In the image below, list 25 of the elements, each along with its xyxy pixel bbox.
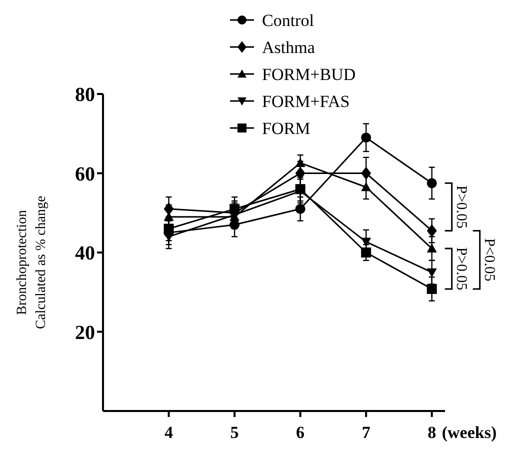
y-tick-label: 80	[75, 84, 95, 106]
x-tick-label: 8	[428, 423, 436, 442]
x-tick-label: 7	[362, 423, 371, 442]
legend-label: FORM+BUD	[262, 64, 356, 84]
point	[295, 184, 306, 194]
y-axis-title: Bronchoprotection Calculated as % change	[15, 196, 49, 330]
text: P>0.05	[452, 247, 469, 290]
point	[426, 178, 437, 188]
y-tick-label: 20	[75, 322, 95, 344]
point	[361, 132, 372, 143]
text: P>0.05	[452, 185, 469, 228]
point	[361, 248, 372, 258]
legend-label: Control	[262, 10, 314, 30]
text: P<0.05	[480, 238, 497, 282]
y-tick-label: 60	[75, 163, 95, 186]
y-tick-label: 40	[75, 242, 95, 264]
point	[426, 224, 437, 238]
legend-label: FORM+FAS	[262, 92, 350, 111]
x-axis-title: (weeks)	[442, 423, 497, 442]
x-tick-label: 4	[164, 423, 174, 442]
point	[361, 182, 372, 192]
x-tick-label: 5	[230, 423, 239, 442]
legend-label: Asthma	[262, 38, 316, 57]
legend-label: FORM	[262, 118, 310, 138]
x-tick-label: 6	[296, 423, 305, 442]
